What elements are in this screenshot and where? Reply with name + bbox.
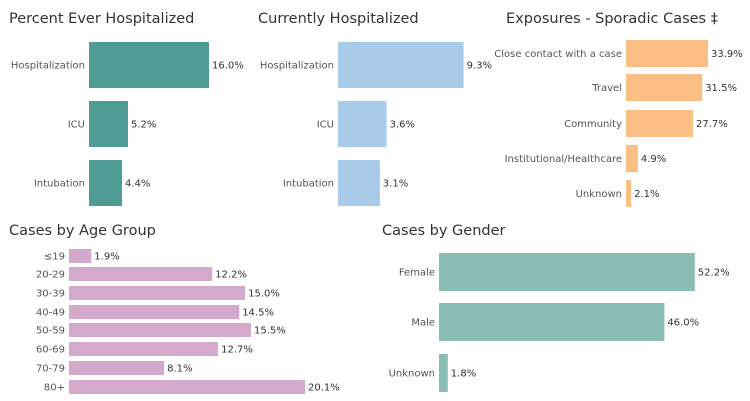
value-label-institutional-healthcare: 4.9% <box>641 154 666 165</box>
category-label-intubation: Intubation <box>34 179 85 190</box>
category-label-40-49: 40-49 <box>36 308 65 319</box>
bar-70-79[interactable] <box>69 361 165 375</box>
bar-hospitalization[interactable] <box>89 42 209 88</box>
bar-intubation[interactable] <box>89 160 122 206</box>
value-label-close-contact-with-a-case: 33.9% <box>711 49 743 60</box>
value-label-unknown: 2.1% <box>634 189 659 200</box>
value-label-50-59: 15.5% <box>254 326 286 337</box>
value-label-travel: 31.5% <box>705 83 737 94</box>
category-label-unknown: Unknown <box>389 369 435 380</box>
chart-gender: Female 52.2% Male 46.0% Unknown 1.8% <box>389 253 730 392</box>
value-label-community: 27.7% <box>696 119 728 130</box>
category-label-le19: ≤19 <box>44 252 65 263</box>
category-label-50-59: 50-59 <box>36 326 65 337</box>
category-label-intubation: Intubation <box>283 179 334 190</box>
bar-60-69[interactable] <box>69 342 219 356</box>
value-label-hospitalization: 16.0% <box>212 61 244 72</box>
category-label-hospitalization: Hospitalization <box>11 61 85 72</box>
value-label-female: 52.2% <box>698 268 730 279</box>
bar-travel[interactable] <box>626 74 703 101</box>
bar-institutional-healthcare[interactable] <box>626 145 638 172</box>
title-gender: Cases by Gender <box>382 223 506 239</box>
value-label-70-79: 8.1% <box>167 364 192 375</box>
bar-unknown[interactable] <box>439 354 448 392</box>
bar-icu[interactable] <box>89 101 128 147</box>
chart-age-group: ≤19 1.9% 20-29 12.2% 30-39 15.0% 40-49 14.5% 50-… <box>36 249 340 394</box>
value-label-60-69: 12.7% <box>221 345 253 356</box>
bar-intubation[interactable] <box>338 160 380 206</box>
value-label-intubation: 4.4% <box>125 179 150 190</box>
chart-exposures: Close contact with a case 33.9% Travel 31.5… <box>494 40 743 207</box>
bar-female[interactable] <box>439 253 695 291</box>
value-label-intubation: 3.1% <box>383 179 408 190</box>
bar-male[interactable] <box>439 303 665 341</box>
bar-close-contact-with-a-case[interactable] <box>626 40 708 67</box>
value-label-icu: 5.2% <box>131 120 156 131</box>
bar-80[interactable] <box>69 380 305 394</box>
category-label-icu: ICU <box>317 120 334 131</box>
category-label-male: Male <box>411 318 435 329</box>
value-label-40-49: 14.5% <box>242 308 274 319</box>
chart-currently-hospitalized: Hospitalization 9.3% ICU 3.6% Intubation 3.1% <box>260 42 492 206</box>
value-label-20-29: 12.2% <box>215 270 247 281</box>
bar-le19[interactable] <box>69 249 92 263</box>
category-label-institutional-healthcare: Institutional/Healthcare <box>505 154 622 165</box>
value-label-le19: 1.9% <box>94 252 119 263</box>
bar-hospitalization[interactable] <box>338 42 464 88</box>
bar-community[interactable] <box>626 110 693 137</box>
category-label-travel: Travel <box>591 83 622 94</box>
category-label-unknown: Unknown <box>576 189 622 200</box>
bar-20-29[interactable] <box>69 267 213 281</box>
bar-50-59[interactable] <box>69 323 251 337</box>
category-label-70-79: 70-79 <box>36 364 65 375</box>
bar-30-39[interactable] <box>69 286 246 300</box>
category-label-20-29: 20-29 <box>36 270 65 281</box>
value-label-unknown: 1.8% <box>451 369 476 380</box>
category-label-close-contact-with-a-case: Close contact with a case <box>494 49 622 60</box>
bar-unknown[interactable] <box>626 180 632 207</box>
category-label-female: Female <box>399 268 435 279</box>
bar-icu[interactable] <box>338 101 387 147</box>
category-label-icu: ICU <box>68 120 85 131</box>
value-label-hospitalization: 9.3% <box>467 61 492 72</box>
title-ever-hospitalized: Percent Ever Hospitalized <box>9 11 195 27</box>
value-label-male: 46.0% <box>667 318 699 329</box>
category-label-hospitalization: Hospitalization <box>260 61 334 72</box>
chart-ever-hospitalized: Hospitalization 16.0% ICU 5.2% Intubation 4.4… <box>11 42 244 206</box>
value-label-icu: 3.6% <box>390 120 415 131</box>
category-label-60-69: 60-69 <box>36 345 65 356</box>
title-exposures: Exposures - Sporadic Cases ‡ <box>506 11 718 27</box>
category-label-80: 80+ <box>44 383 65 394</box>
title-currently-hospitalized: Currently Hospitalized <box>258 11 419 27</box>
category-label-community: Community <box>564 119 622 130</box>
title-age-group: Cases by Age Group <box>9 223 156 239</box>
bar-40-49[interactable] <box>69 305 240 319</box>
value-label-30-39: 15.0% <box>248 289 280 300</box>
category-label-30-39: 30-39 <box>36 289 65 300</box>
value-label-80: 20.1% <box>308 383 340 394</box>
